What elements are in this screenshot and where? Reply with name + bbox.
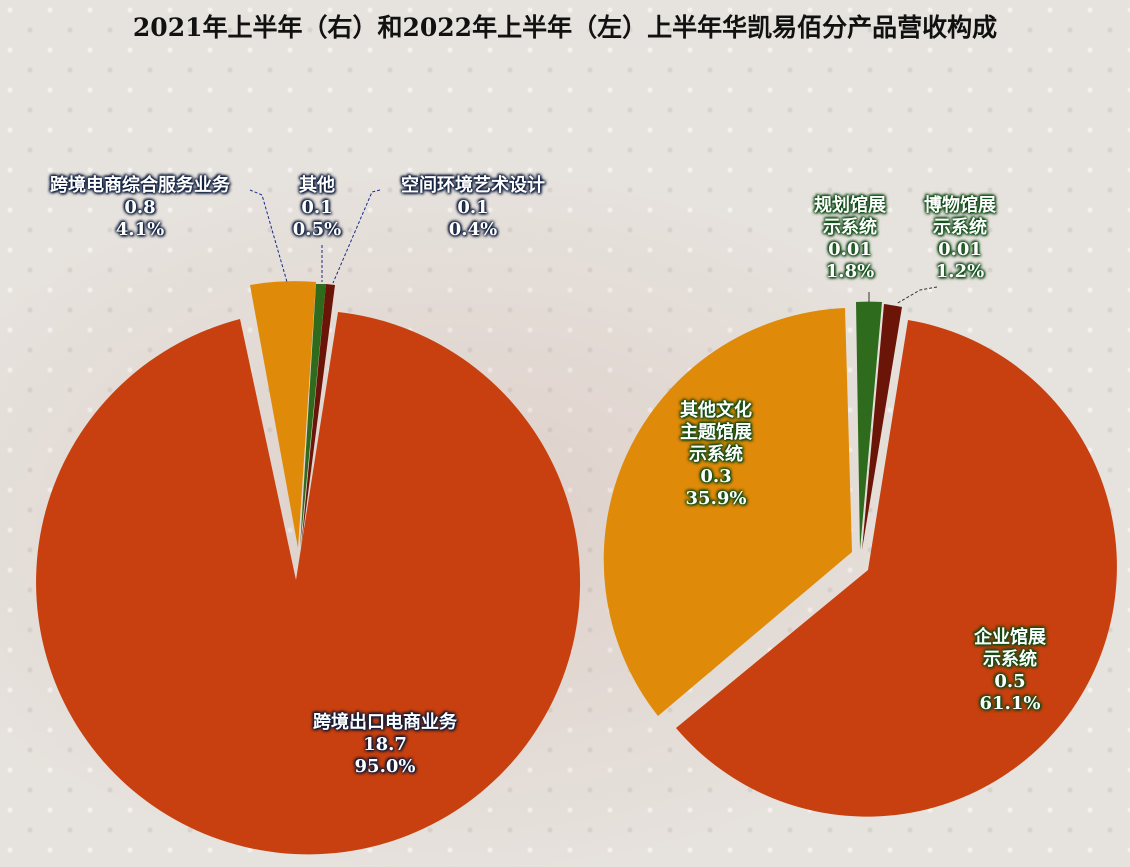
right-slice-museum[interactable]: [862, 304, 902, 550]
left-slice-cross-border-service[interactable]: [250, 281, 316, 548]
label-cross-border-service: 跨境电商综合服务业务 0.8 4.1%: [50, 175, 230, 240]
left-slice-space-art[interactable]: [301, 284, 335, 548]
right-pie: [603, 286, 1117, 817]
label-other: 其他 0.1 0.5%: [292, 175, 342, 240]
label-museum: 博物馆展 示系统 0.01 1.2%: [924, 195, 996, 282]
label-enterprise: 企业馆展 示系统 0.5 61.1%: [974, 627, 1046, 714]
right-slice-planning[interactable]: [856, 301, 882, 550]
chart-title: 2021年上半年（右）和2022年上半年（左）上半年华凯易佰分产品营收构成: [132, 13, 998, 42]
label-culture-theme: 其他文化 主题馆展 示系统 0.3 35.9%: [680, 400, 752, 509]
label-cross-border-export: 跨境出口电商业务 18.7 95.0%: [313, 712, 457, 777]
label-planning: 规划馆展 示系统 0.01 1.8%: [814, 195, 886, 282]
left-slice-other[interactable]: [300, 283, 326, 548]
right-slice-enterprise[interactable]: [676, 320, 1117, 817]
label-space-art: 空间环境艺术设计 0.1 0.4%: [401, 175, 545, 240]
left-slice-cross-border-export[interactable]: [36, 312, 581, 855]
left-pie: [36, 189, 581, 855]
right-slice-culture-theme[interactable]: [603, 308, 852, 716]
